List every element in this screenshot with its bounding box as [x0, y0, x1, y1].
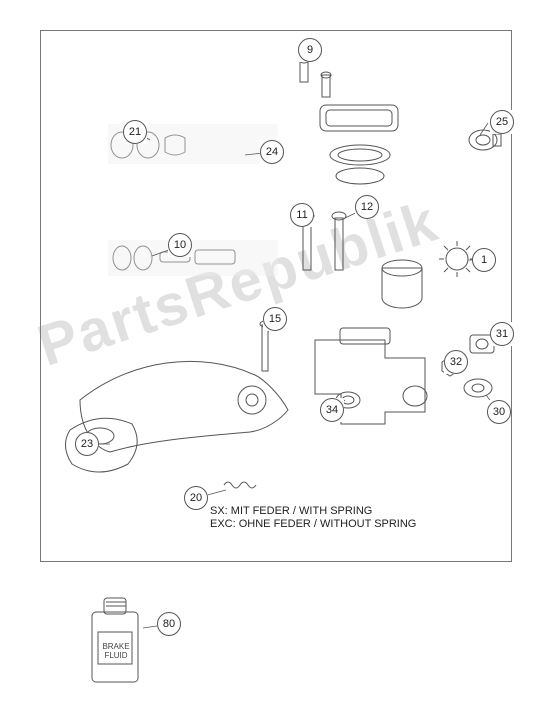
- callout-10: 10: [168, 233, 192, 257]
- callout-1: 1: [472, 248, 496, 272]
- spring-note-line2: EXC: OHNE FEDER / WITHOUT SPRING: [210, 518, 480, 531]
- brake-fluid-line1: BRAKE: [102, 642, 130, 651]
- callout-24: 24: [260, 140, 284, 164]
- callout-20: 20: [184, 486, 208, 510]
- callout-80: 80: [157, 612, 181, 636]
- spring-note-line1: SX: MIT FEDER / WITH SPRING: [210, 505, 480, 518]
- callout-12: 12: [355, 195, 379, 219]
- diagram-frame: [40, 30, 512, 562]
- brake-fluid-line2: FLUID: [102, 651, 130, 660]
- callout-30: 30: [487, 400, 511, 424]
- callout-25: 25: [490, 110, 514, 134]
- callout-15: 15: [263, 307, 287, 331]
- brake-fluid-label: BRAKE FLUID: [102, 642, 130, 660]
- callout-11: 11: [290, 203, 314, 227]
- callout-31: 31: [490, 322, 514, 346]
- callout-32: 32: [444, 350, 468, 374]
- spring-note: SX: MIT FEDER / WITH SPRING EXC: OHNE FE…: [210, 505, 480, 531]
- callout-34: 34: [320, 398, 344, 422]
- callout-9: 9: [298, 38, 322, 62]
- callout-21: 21: [123, 120, 147, 144]
- callout-23: 23: [75, 432, 99, 456]
